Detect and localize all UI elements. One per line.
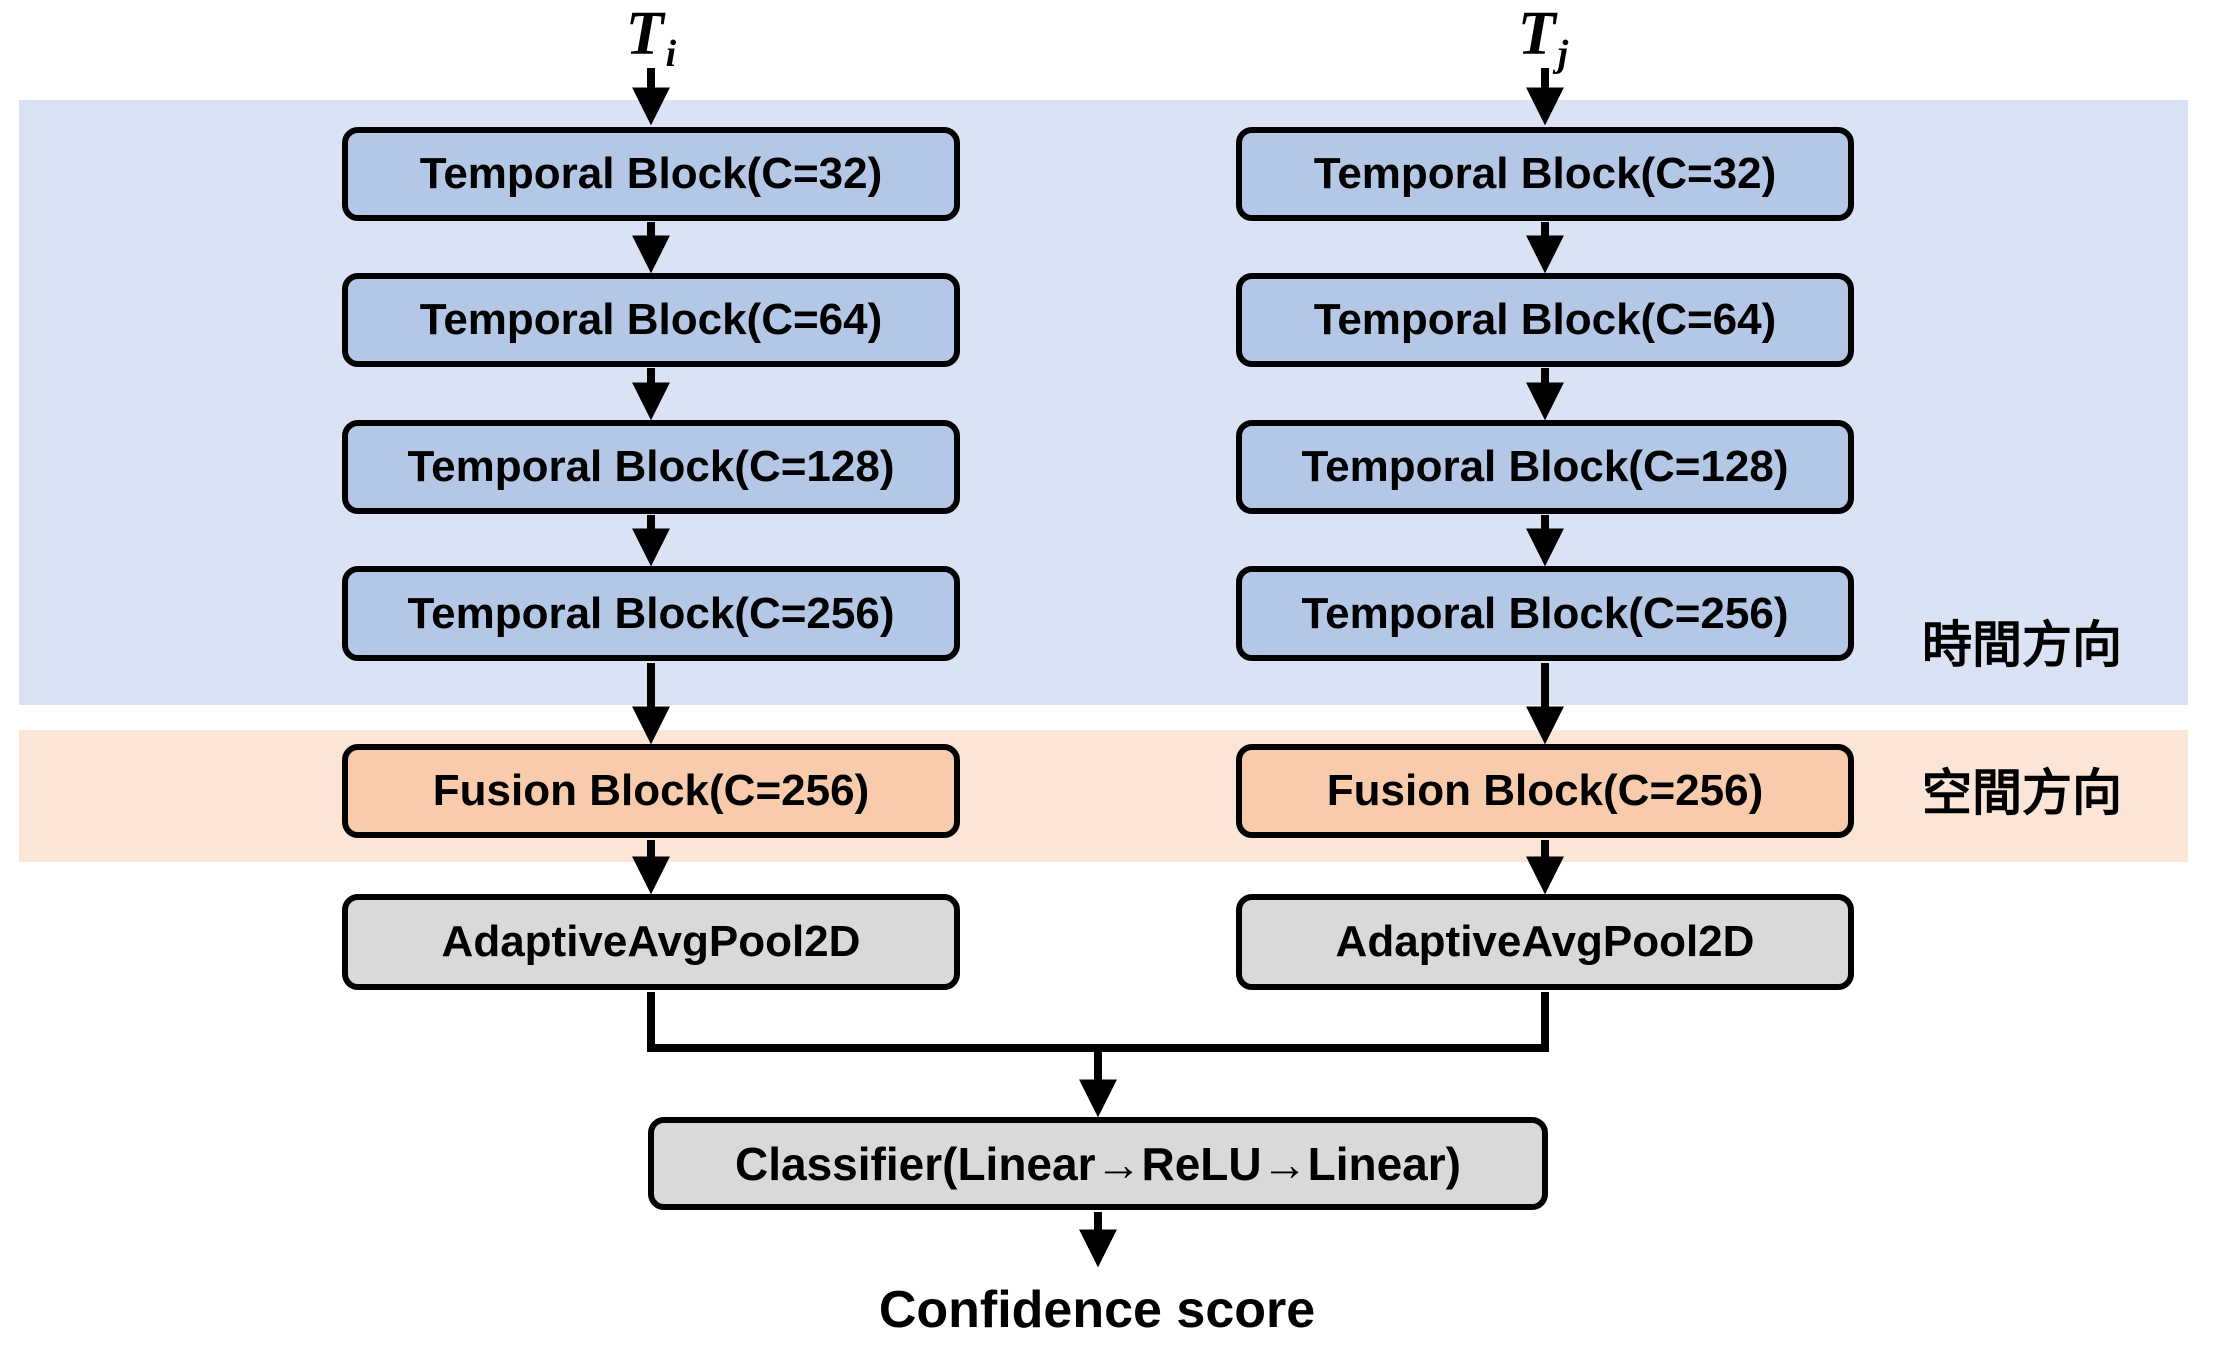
- temporal-block-c32-left: Temporal Block(C=32): [342, 127, 960, 221]
- fusion-block-right: Fusion Block(C=256): [1236, 744, 1854, 838]
- input-tj-subscript: j: [1557, 33, 1569, 75]
- input-label-tj: Tj: [1463, 0, 1623, 73]
- merge-connector: [647, 992, 1549, 1052]
- spatial-band-label: 空間方向: [1922, 765, 2122, 821]
- temporal-block-c256-left: Temporal Block(C=256): [342, 566, 960, 661]
- input-label-ti: Ti: [571, 0, 731, 73]
- temporal-block-c128-right: Temporal Block(C=128): [1236, 420, 1854, 514]
- temporal-block-c32-right: Temporal Block(C=32): [1236, 127, 1854, 221]
- temporal-band-label: 時間方向: [1922, 617, 2122, 673]
- temporal-block-c64-right: Temporal Block(C=64): [1236, 273, 1854, 367]
- temporal-block-c64-left: Temporal Block(C=64): [342, 273, 960, 367]
- temporal-block-c128-left: Temporal Block(C=128): [342, 420, 960, 514]
- adaptive-avg-pool-left: AdaptiveAvgPool2D: [342, 894, 960, 990]
- temporal-block-c256-right: Temporal Block(C=256): [1236, 566, 1854, 661]
- input-ti-base: T: [625, 0, 664, 68]
- input-ti-subscript: i: [665, 33, 677, 75]
- input-tj-base: T: [1517, 0, 1556, 68]
- confidence-score-label: Confidence score: [878, 1281, 1316, 1339]
- classifier-block: Classifier(Linear→ReLU→Linear): [648, 1117, 1548, 1210]
- adaptive-avg-pool-right: AdaptiveAvgPool2D: [1236, 894, 1854, 990]
- fusion-block-left: Fusion Block(C=256): [342, 744, 960, 838]
